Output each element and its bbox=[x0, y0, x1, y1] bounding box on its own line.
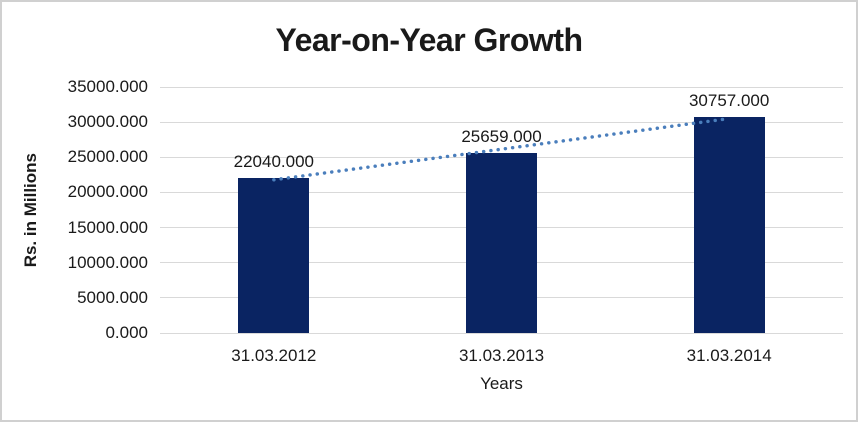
y-axis-title-text: Rs. in Millions bbox=[21, 152, 40, 268]
y-tick-label: 30000.000 bbox=[67, 112, 148, 132]
bar-value-label: 30757.000 bbox=[688, 90, 770, 110]
x-tick-label: 31.03.2012 bbox=[231, 346, 317, 365]
bar-value-label: 25659.000 bbox=[461, 126, 542, 146]
y-tick-label: 15000.000 bbox=[67, 217, 148, 237]
x-tick-label: 31.03.2013 bbox=[458, 346, 545, 365]
y-tick-label: 5000.000 bbox=[77, 287, 148, 307]
gridline bbox=[160, 332, 843, 334]
y-tick-label: 35000.000 bbox=[67, 77, 148, 96]
y-tick-label: 25000.000 bbox=[67, 147, 148, 167]
bar-value-label: 22040.000 bbox=[233, 152, 315, 172]
bar bbox=[466, 152, 537, 333]
bar bbox=[693, 116, 765, 333]
x-axis-title: Years bbox=[480, 374, 523, 393]
gridline bbox=[160, 86, 843, 88]
y-tick-label: 20000.000 bbox=[67, 182, 148, 202]
y-tick-label: 0.000 bbox=[105, 323, 148, 342]
x-tick-label: 31.03.2014 bbox=[686, 346, 772, 365]
plot-area bbox=[160, 86, 843, 334]
bar bbox=[238, 178, 310, 333]
chart-title: Year-on-Year Growth bbox=[275, 22, 583, 58]
y-tick-label: 10000.000 bbox=[67, 252, 148, 272]
